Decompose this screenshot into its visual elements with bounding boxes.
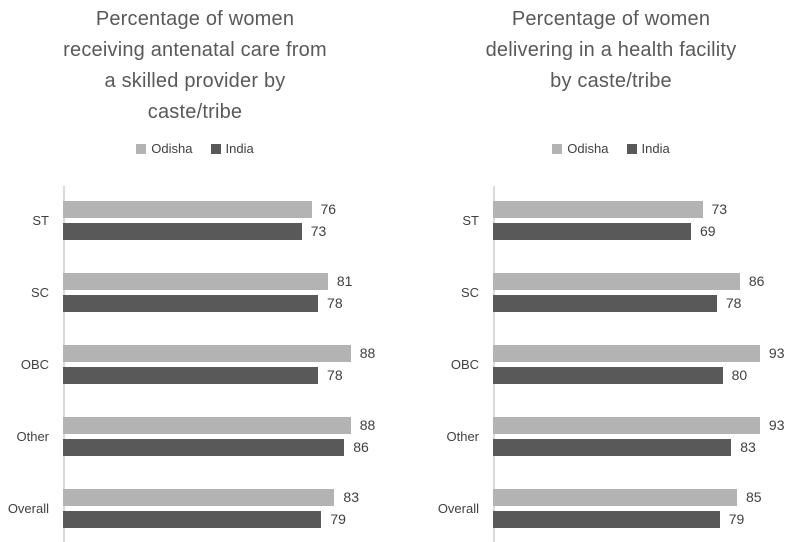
bar-india [493,367,723,384]
legend-swatch-india [626,143,637,154]
value-label: 86 [353,439,369,455]
value-label: 86 [748,273,765,289]
value-label: 85 [745,489,762,505]
value-label: 83 [740,439,756,455]
bars-area: 88 86 [63,417,390,456]
bars-area: 83 79 [63,489,390,528]
category-row: Overall 85 79 [390,489,787,528]
bar-india [63,295,319,312]
category-label: OBC [20,357,49,372]
category-row: SC 86 78 [390,273,787,312]
category-label: Other [446,429,479,444]
category-label: OBC [450,357,479,372]
value-label: 93 [768,345,785,361]
category-label: SC [30,285,49,300]
bars-area: 93 80 [493,345,784,384]
value-label: 69 [700,223,716,239]
legend-item-india: India [626,141,670,156]
value-label: 81 [336,273,353,289]
legend-label: India [225,141,254,156]
bar-india [63,511,322,528]
y-axis-line [63,186,65,542]
legend-label: India [641,141,670,156]
plot-area: ST 76 73 SC 81 78 OBC 88 78 Other 88 86 Overall 83 79 [0,186,390,542]
bars-area: 86 78 [493,273,780,312]
legend-label: Odisha [567,141,609,156]
bar-odisha [493,273,740,290]
category-row: ST 73 69 [390,201,787,240]
bar-odisha [493,201,703,218]
legend-item-odisha: Odisha [552,141,609,156]
value-label: 78 [327,295,343,311]
category-label: Other [16,429,49,444]
y-axis-line [493,186,495,542]
category-row: OBC 88 78 [0,345,390,384]
category-row: Other 93 83 [390,417,787,456]
bar-odisha [63,417,351,434]
bar-odisha [63,345,351,362]
bar-india [493,295,717,312]
chart-title: Percentage of women delivering in a heal… [485,8,737,92]
bar-odisha [493,417,760,434]
bars-area: 73 69 [493,201,780,240]
bar-india [63,439,345,456]
bars-area: 81 78 [63,273,390,312]
legend: Odisha India [435,141,787,156]
chart-health-facility: Percentage of women delivering in a heal… [390,0,787,542]
category-label: ST [462,213,479,228]
bars-area: 88 78 [63,345,390,384]
value-label: 93 [768,417,785,433]
bar-odisha [63,273,328,290]
value-label: 80 [731,367,748,383]
value-label: 73 [310,223,327,239]
category-row: SC 81 78 [0,273,390,312]
bars-area: 76 73 [63,201,390,240]
value-label: 78 [327,367,343,383]
category-label: SC [460,285,479,300]
legend-item-odisha: Odisha [136,141,193,156]
category-label: Overall [437,501,479,516]
value-label: 83 [343,489,359,505]
value-label: 88 [359,417,376,433]
legend-item-india: India [210,141,254,156]
legend-swatch-india [210,143,221,154]
bar-odisha [63,201,312,218]
bar-india [493,223,692,240]
category-row: OBC 93 80 [390,345,787,384]
value-label: 79 [728,511,745,527]
legend-swatch-odisha [552,143,563,154]
legend-swatch-odisha [136,143,147,154]
value-label: 73 [711,201,728,217]
plot-area: ST 73 69 SC 86 78 OBC 93 80 Other 93 83 Overall 85 79 [390,186,787,542]
category-row: Other 88 86 [0,417,390,456]
bar-india [493,439,732,456]
bar-odisha [493,345,760,362]
chart-antenatal-care: Percentage of women receiving antenatal … [0,0,390,542]
category-label: Overall [7,501,49,516]
chart-title: Percentage of women receiving antenatal … [63,8,327,123]
bars-area: 85 79 [493,489,780,528]
category-label: ST [32,213,49,228]
value-label: 78 [725,295,742,311]
value-label: 88 [359,345,376,361]
bars-area: 93 83 [493,417,784,456]
bar-odisha [63,489,335,506]
value-label: 76 [320,201,337,217]
legend: Odisha India [0,141,390,156]
category-row: ST 76 73 [0,201,390,240]
bar-india [63,223,302,240]
legend-label: Odisha [151,141,193,156]
value-label: 79 [330,511,346,527]
bar-odisha [493,489,737,506]
bar-india [493,511,720,528]
category-row: Overall 83 79 [0,489,390,528]
bar-india [63,367,319,384]
